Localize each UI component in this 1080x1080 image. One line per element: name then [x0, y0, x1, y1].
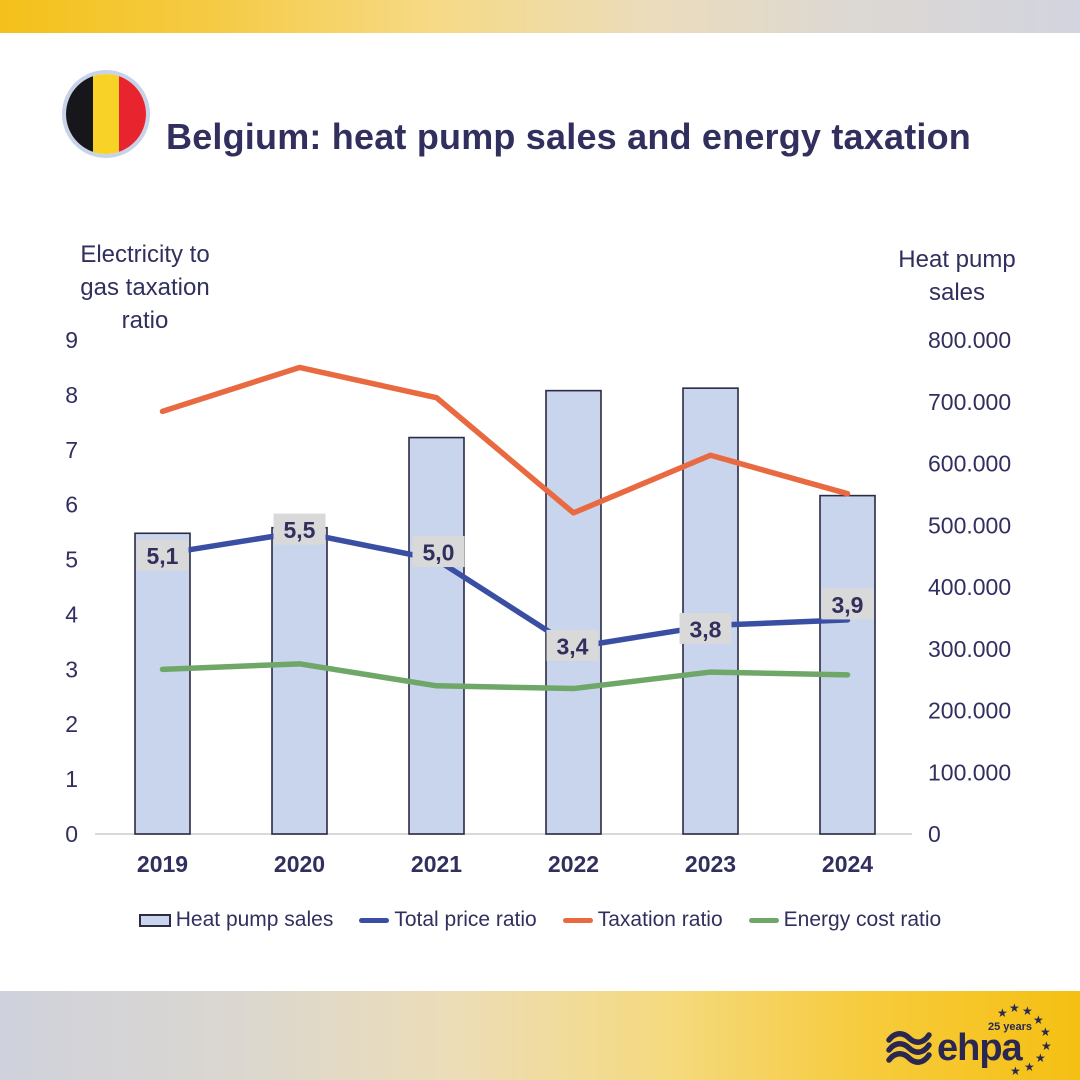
svg-text:★: ★	[1035, 1051, 1046, 1065]
svg-text:★: ★	[997, 1006, 1008, 1020]
left-axis-tick-7: 7	[65, 437, 78, 463]
top-gradient-band	[0, 0, 1080, 33]
legend-item-energy-cost-ratio: Energy cost ratio	[748, 908, 942, 932]
point-label-box	[412, 536, 465, 568]
legend-item-total-price-ratio: Total price ratio	[359, 908, 537, 932]
point-label-2024: 3,9	[832, 592, 864, 618]
left-axis-tick-9: 9	[65, 327, 78, 353]
left-axis-tick-2: 2	[65, 711, 78, 737]
point-label-2021: 5,0	[423, 540, 455, 566]
bar-2021	[408, 436, 465, 835]
right-axis-tick-100.000: 100.000	[928, 759, 1011, 785]
point-label-box	[821, 588, 874, 620]
x-axis-label-2022: 2022	[548, 851, 599, 877]
left-axis-tick-5: 5	[65, 547, 78, 573]
legend-label: Energy cost ratio	[783, 908, 942, 931]
bar-2019	[134, 532, 191, 835]
x-axis-label-2021: 2021	[411, 851, 462, 877]
right-axis-tick-500.000: 500.000	[928, 512, 1011, 538]
right-axis-tick-700.000: 700.000	[928, 389, 1011, 415]
left-axis-tick-1: 1	[65, 766, 78, 792]
ehpa-waves-icon	[886, 1031, 932, 1065]
legend-line-swatch-blue	[359, 917, 390, 923]
point-label-2022: 3,4	[557, 633, 589, 659]
right-axis-title-line: sales	[928, 279, 986, 306]
left-axis-tick-8: 8	[65, 382, 78, 408]
x-axis-label-2019: 2019	[137, 851, 188, 877]
point-label-2020: 5,5	[284, 517, 316, 543]
legend-line-swatch-green	[748, 917, 779, 923]
legend-line-swatch-orange	[562, 917, 593, 923]
left-axis-tick-3: 3	[65, 656, 78, 682]
svg-text:★: ★	[1033, 1013, 1044, 1027]
svg-text:★: ★	[1009, 1001, 1020, 1015]
svg-text:★: ★	[1024, 1060, 1035, 1074]
x-axis-label-2020: 2020	[274, 851, 325, 877]
bar-2024	[819, 494, 876, 835]
line-energy-cost-ratio	[159, 661, 851, 692]
x-axis-label-2024: 2024	[822, 851, 873, 877]
legend-label: Heat pump sales	[175, 908, 334, 931]
line-taxation-ratio	[159, 364, 851, 516]
right-axis-title: Heat pump sales	[878, 243, 1036, 309]
x-axis-label-2023: 2023	[685, 851, 736, 877]
legend-bar-swatch	[138, 913, 171, 927]
legend-label: Taxation ratio	[597, 908, 723, 931]
left-axis-title-line: gas taxation	[80, 274, 210, 301]
right-axis-tick-600.000: 600.000	[928, 451, 1011, 477]
belgium-flag-icon	[62, 70, 150, 158]
left-axis-title-line: ratio	[121, 307, 169, 334]
left-axis-title-line: Electricity to	[80, 241, 210, 268]
line-total-price-ratio	[159, 529, 851, 651]
point-label-box	[679, 612, 732, 644]
page-title: Belgium: heat pump sales and energy taxa…	[166, 116, 971, 158]
right-axis-tick-300.000: 300.000	[928, 636, 1011, 662]
ehpa-logo: ehpa 25 years ★ ★ ★ ★ ★ ★ ★ ★ ★	[886, 1001, 1052, 1078]
right-axis-tick-400.000: 400.000	[928, 574, 1011, 600]
left-axis-title: Electricity to gas taxation ratio	[55, 238, 235, 337]
legend-item-heat-pump-sales: Heat pump sales	[138, 908, 334, 932]
ehpa-25-years-text: 25 years	[988, 1021, 1032, 1033]
right-axis-tick-0: 0	[928, 821, 941, 847]
bar-2022	[545, 389, 602, 835]
left-axis-tick-4: 4	[65, 601, 78, 627]
svg-text:★: ★	[1022, 1004, 1033, 1018]
chart-legend: Heat pump sales Total price ratio Taxati…	[0, 908, 1080, 932]
right-axis-tick-800.000: 800.000	[928, 327, 1011, 353]
right-axis-title-line: Heat pump	[898, 246, 1016, 273]
point-label-box	[273, 513, 326, 545]
ehpa-logo-text: ehpa	[937, 1027, 1024, 1069]
legend-item-taxation-ratio: Taxation ratio	[562, 908, 723, 932]
point-label-2019: 5,1	[147, 543, 179, 569]
right-axis-tick-200.000: 200.000	[928, 698, 1011, 724]
ehpa-stars-icon: ★ ★ ★ ★ ★ ★ ★ ★ ★	[997, 1001, 1052, 1078]
left-axis-tick-6: 6	[65, 492, 78, 518]
left-axis-tick-0: 0	[65, 821, 78, 847]
svg-text:★: ★	[1040, 1025, 1051, 1039]
svg-text:★: ★	[1041, 1039, 1052, 1053]
svg-text:★: ★	[1010, 1064, 1021, 1078]
legend-label: Total price ratio	[394, 908, 537, 931]
flag-stripe-yellow	[92, 74, 120, 154]
bar-2020	[271, 526, 328, 835]
point-label-box	[136, 539, 189, 571]
point-label-box	[546, 629, 599, 661]
point-label-2023: 3,8	[690, 616, 722, 642]
